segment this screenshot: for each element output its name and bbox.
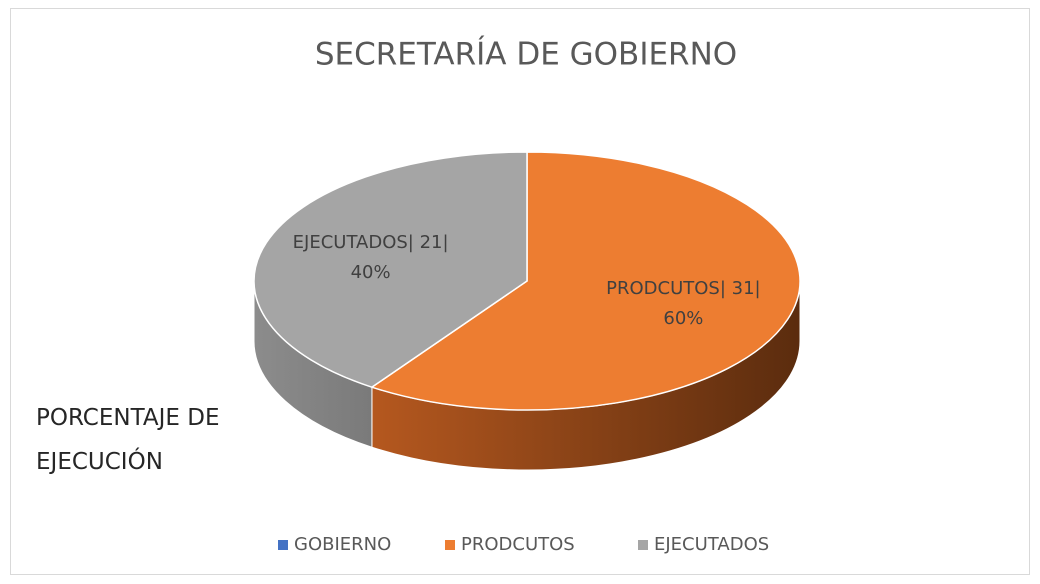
legend-label: GOBIERNO bbox=[294, 534, 391, 555]
data-label: PRODCUTOS| 31| bbox=[606, 278, 760, 299]
data-label: EJECUTADOS| 21| bbox=[293, 232, 449, 253]
legend-swatch bbox=[638, 540, 648, 550]
data-label: 60% bbox=[663, 308, 703, 329]
annotation: PORCENTAJE DE EJECUCIÓN bbox=[36, 405, 220, 475]
legend-swatch bbox=[445, 540, 455, 550]
slice bbox=[370, 151, 801, 411]
slice bbox=[253, 151, 528, 388]
legend-label: EJECUTADOS bbox=[654, 534, 769, 555]
data-label: 40% bbox=[351, 262, 391, 283]
chart-title: SECRETARÍA DE GOBIERNO bbox=[315, 37, 737, 73]
legend-swatch bbox=[278, 540, 288, 550]
annotation-box: PORCENTAJE DE EJECUCIÓN bbox=[36, 405, 220, 475]
legend-label: PRODCUTOS bbox=[461, 534, 575, 555]
